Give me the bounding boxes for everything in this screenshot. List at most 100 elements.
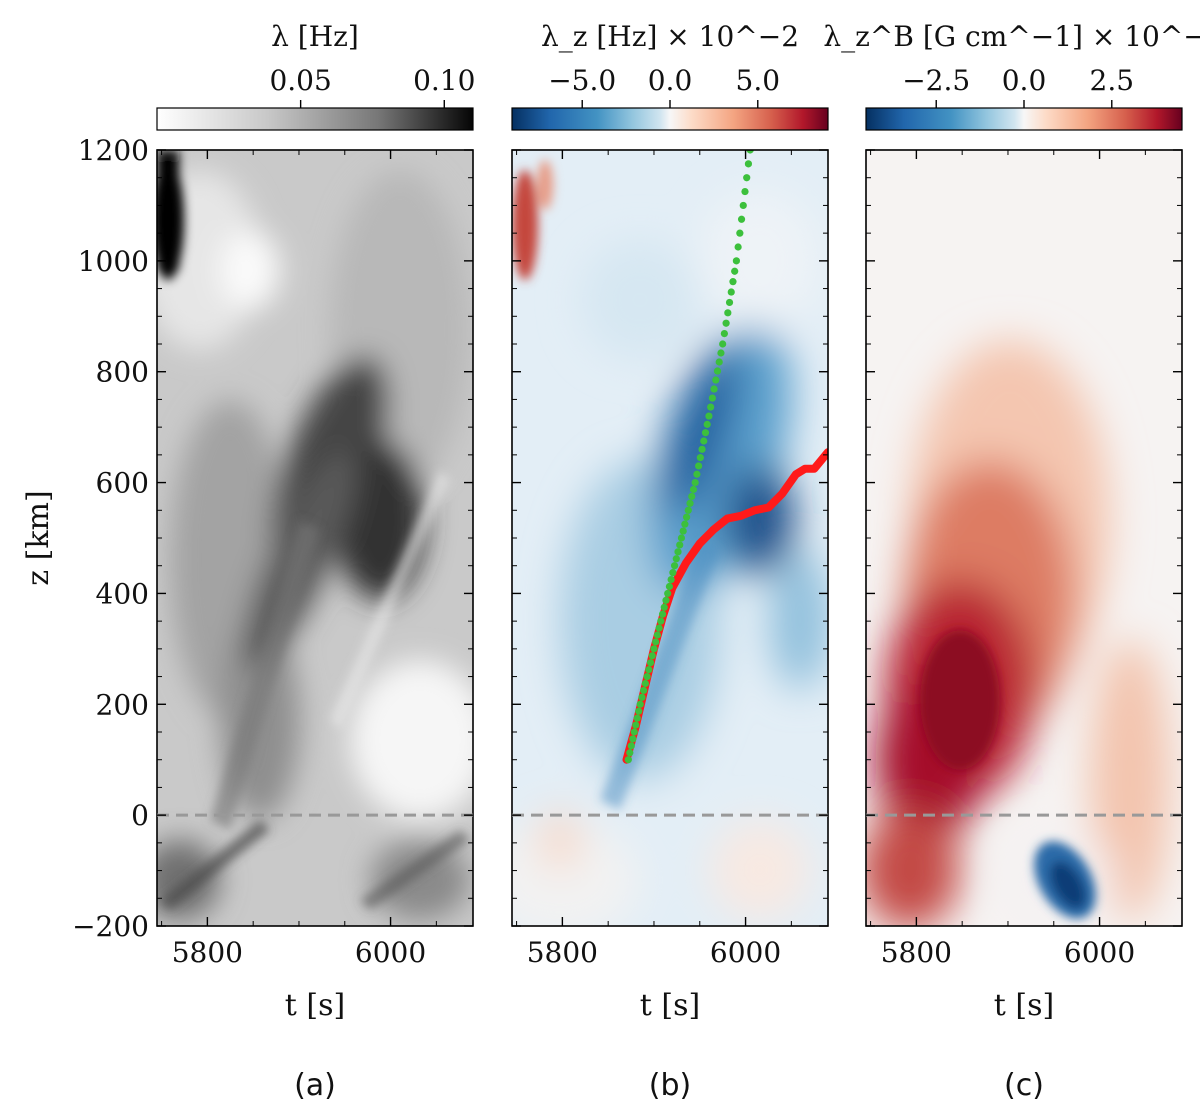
green-track-dot xyxy=(712,376,720,384)
green-track-dot xyxy=(710,385,718,393)
green-track-dot xyxy=(683,513,691,521)
green-track-dot xyxy=(715,358,723,366)
green-track-dot xyxy=(725,298,734,307)
green-track-dot xyxy=(648,652,656,660)
y-tick-label: 1200 xyxy=(78,134,149,167)
green-track-dot xyxy=(717,349,725,357)
y-tick-label: 0 xyxy=(131,799,149,832)
green-track-dot xyxy=(677,534,686,542)
colorbar-a: λ [Hz] xyxy=(156,20,474,131)
green-track-dot xyxy=(737,215,746,223)
green-track-dot xyxy=(696,454,704,462)
panel-b-heatmap xyxy=(512,150,828,926)
colorbar-c: λ_z^B [G cm^−1] × 10^−5 xyxy=(823,20,1200,131)
colorbar-c-tick-label: −2.5 xyxy=(902,64,970,97)
panel-b-xtick-label: 6000 xyxy=(710,936,781,969)
panel-b xyxy=(512,150,828,926)
panel-c-heatmap xyxy=(866,150,1182,926)
green-track-dot xyxy=(627,742,635,750)
green-track-dot xyxy=(746,150,754,154)
panel-label-b: (b) xyxy=(649,1068,691,1103)
green-track-dot xyxy=(727,288,735,296)
panel-c-xtick-label: 6000 xyxy=(1064,936,1135,969)
green-track-dot xyxy=(741,187,749,196)
green-track-dot xyxy=(681,520,689,528)
green-track-dot xyxy=(667,575,675,584)
green-track-dot xyxy=(707,403,715,411)
y-tick-label: 800 xyxy=(96,356,149,389)
colorbar-ticks: 0.05 0.10 −5.0 0.0 5.0 −2.5 0.0 2.5 xyxy=(269,64,1134,108)
panel-b-overlays xyxy=(622,150,828,764)
green-track-dot xyxy=(679,527,687,535)
green-track-dot xyxy=(744,160,753,168)
green-track-dot xyxy=(650,645,658,653)
green-track-dot xyxy=(638,693,646,701)
green-track-dot xyxy=(700,437,708,445)
green-track-dots xyxy=(624,150,754,764)
green-track-dot xyxy=(672,555,680,563)
panel-b-xtick-label: 5800 xyxy=(527,936,598,969)
green-track-dot xyxy=(705,412,713,420)
panel-a-xtick-label: 5800 xyxy=(172,936,243,969)
green-track-dot xyxy=(736,229,744,237)
colorbar-a-gradient xyxy=(156,107,474,131)
panel-a-heatmap xyxy=(157,150,473,926)
green-track-dot xyxy=(657,617,665,625)
green-track-dot xyxy=(724,309,732,317)
green-track-dot xyxy=(739,201,747,210)
x-axis-label-b: t [s] xyxy=(640,988,700,1023)
colorbar-b-tick-label: 5.0 xyxy=(736,64,781,97)
green-track-dot xyxy=(743,174,751,182)
green-track-dot xyxy=(653,631,662,639)
green-track-dot xyxy=(693,470,701,478)
green-track-dot xyxy=(636,700,644,708)
green-track-dot xyxy=(731,267,739,275)
colorbar-b-title: λ_z [Hz] × 10^−2 xyxy=(541,20,799,53)
green-track-dot xyxy=(624,756,632,764)
green-track-dot xyxy=(701,429,710,437)
green-track-dot xyxy=(688,492,696,501)
green-track-dot xyxy=(713,367,722,375)
panel-label-a: (a) xyxy=(294,1068,336,1103)
green-track-dot xyxy=(630,728,638,736)
green-track-dot xyxy=(686,499,694,507)
colorbar-a-title: λ [Hz] xyxy=(271,20,359,53)
green-track-dot xyxy=(734,243,742,251)
green-track-dot xyxy=(708,394,716,402)
colorbar-c-tick-label: 0.0 xyxy=(1002,64,1047,97)
panel-label-c: (c) xyxy=(1004,1068,1044,1103)
y-axis-label: z [km] xyxy=(21,490,56,585)
green-track-dot xyxy=(669,569,677,577)
green-track-dot xyxy=(676,541,684,549)
green-track-dot xyxy=(689,485,698,494)
green-track-dot xyxy=(652,638,660,646)
green-track-dot xyxy=(643,672,651,681)
y-tick-label: 1000 xyxy=(78,245,149,278)
green-track-dot xyxy=(662,596,670,604)
y-tick-label: 400 xyxy=(96,577,149,610)
y-tick-label: −200 xyxy=(72,910,149,943)
green-track-dot xyxy=(629,735,637,743)
colorbar-c-gradient xyxy=(865,107,1183,131)
green-track-dot xyxy=(684,506,692,514)
axes-layer: −200 0 200 400 600 800 1000 1200 5800 6000 5800 600… xyxy=(72,134,1183,969)
green-track-dot xyxy=(633,714,641,722)
green-track-dot xyxy=(695,462,703,470)
colorbar-c-title: λ_z^B [G cm^−1] × 10^−5 xyxy=(823,20,1200,53)
green-track-dot xyxy=(646,659,655,667)
green-track-dot xyxy=(660,603,668,611)
green-track-dot xyxy=(658,610,667,618)
green-track-dot xyxy=(626,749,634,757)
colorbar-b-gradient xyxy=(511,107,829,131)
green-track-dot xyxy=(720,330,728,338)
colorbar-a-tick-label: 0.05 xyxy=(269,64,331,97)
panel-c-xtick-label: 5800 xyxy=(881,936,952,969)
green-track-dot xyxy=(655,624,663,632)
green-track-dot xyxy=(645,666,653,674)
green-track-dot xyxy=(691,478,699,487)
green-track-dot xyxy=(719,340,727,348)
green-track-dot xyxy=(665,582,674,591)
colorbar-c-tick-label: 2.5 xyxy=(1090,64,1135,97)
